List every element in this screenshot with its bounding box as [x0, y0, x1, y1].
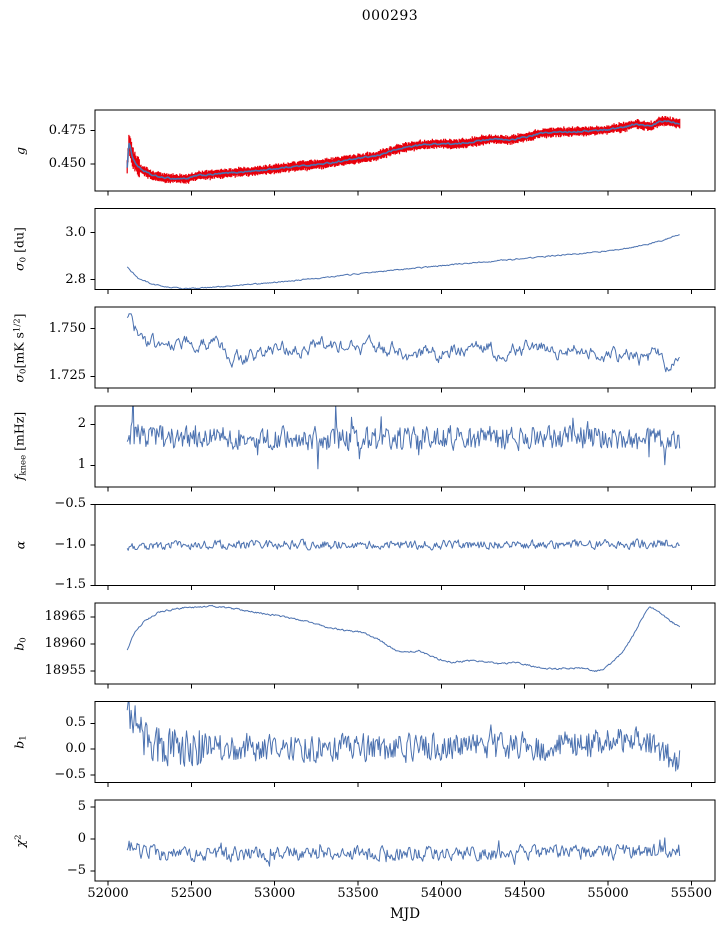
- figure-title: 000293: [361, 8, 419, 24]
- panel-g-frame: [94, 109, 716, 192]
- panel-f_knee-frame: [94, 405, 716, 488]
- y-tick-label-b1: 0.0: [65, 741, 86, 757]
- y-tick-label-b1: −0.5: [54, 766, 86, 782]
- panel-g-line: [126, 120, 680, 180]
- y-tick-label-sigma0_du: 2.8: [65, 271, 86, 287]
- y-axis-label-text-sigma0_mK: σ0[mK s1/2]: [11, 313, 29, 383]
- x-tick-label: 54500: [503, 886, 546, 901]
- y-tick-label-f_knee: 2: [77, 416, 86, 432]
- y-tick-label-chi2: 5: [77, 799, 86, 815]
- x-tick-label: 55000: [587, 886, 629, 901]
- y-tick-label-b1: 0.5: [65, 715, 86, 731]
- y-axis-label-text-chi2: χ2: [12, 834, 28, 848]
- y-axis-label-text-b1: b1: [11, 735, 29, 749]
- panel-b0-frame: [94, 602, 716, 685]
- y-tick-label-sigma0_mK: 1.725: [48, 368, 86, 384]
- panel-sigma0_du-line: [126, 234, 680, 290]
- panel-b1-frame: [94, 701, 716, 784]
- panel-sigma0_mK-line: [126, 313, 680, 373]
- panel-b0-line: [126, 604, 681, 672]
- y-tick-label-chi2: 0: [77, 831, 86, 847]
- y-tick-label-alpha: −0.5: [54, 496, 86, 512]
- y-tick-label-g: 0.475: [48, 122, 86, 138]
- panel-b1-line: [126, 701, 681, 772]
- x-tick-label: 52500: [170, 886, 212, 901]
- y-tick-label-sigma0_du: 3.0: [65, 224, 86, 240]
- panel-sigma0_du-frame: [94, 208, 716, 291]
- y-tick-label-b0: 18955: [44, 663, 86, 679]
- panel-alpha-line: [126, 538, 680, 551]
- y-tick-label-f_knee: 1: [77, 457, 86, 473]
- x-tick-label: 55500: [670, 886, 712, 901]
- y-tick-label-b0: 18965: [44, 609, 86, 625]
- y-tick-label-alpha: −1.5: [54, 577, 86, 593]
- x-tick-label: 54000: [420, 886, 462, 901]
- y-tick-label-alpha: −1.0: [54, 536, 86, 552]
- panel-sigma0_du-series: [126, 234, 680, 290]
- x-axis-label: MJD: [389, 906, 421, 922]
- panel-chi2-line: [126, 837, 681, 867]
- panel-sigma0_mK-frame: [94, 306, 716, 389]
- panel-f_knee-series: [126, 405, 681, 470]
- y-axis-label-text-sigma0_du: σ0 [du]: [11, 227, 29, 271]
- y-axis-label-text-f_knee: fknee [mHz]: [11, 412, 29, 481]
- y-axis-label-text-alpha: α: [12, 540, 28, 550]
- x-tick-label: 52000: [87, 886, 129, 901]
- panel-alpha-series: [126, 538, 680, 551]
- y-tick-label-g: 0.450: [48, 155, 86, 171]
- y-tick-label-b0: 18960: [44, 636, 86, 652]
- y-tick-label-chi2: −5: [66, 862, 86, 878]
- panel-f_knee-line: [126, 405, 681, 470]
- y-axis-label-text-g: g: [12, 146, 28, 155]
- y-tick-label-sigma0_mK: 1.750: [48, 320, 86, 336]
- y-axis-label-text-b0: b0: [11, 636, 29, 651]
- panel-b0-series: [126, 604, 681, 672]
- panel-chi2-series: [126, 837, 681, 867]
- panel-g-series: [126, 116, 681, 184]
- panel-chi2-frame: [94, 799, 716, 882]
- panel-sigma0_mK-series: [126, 313, 680, 373]
- x-tick-label: 53000: [253, 886, 296, 901]
- panel-b1-series: [126, 701, 681, 772]
- x-tick-label: 53500: [337, 886, 379, 901]
